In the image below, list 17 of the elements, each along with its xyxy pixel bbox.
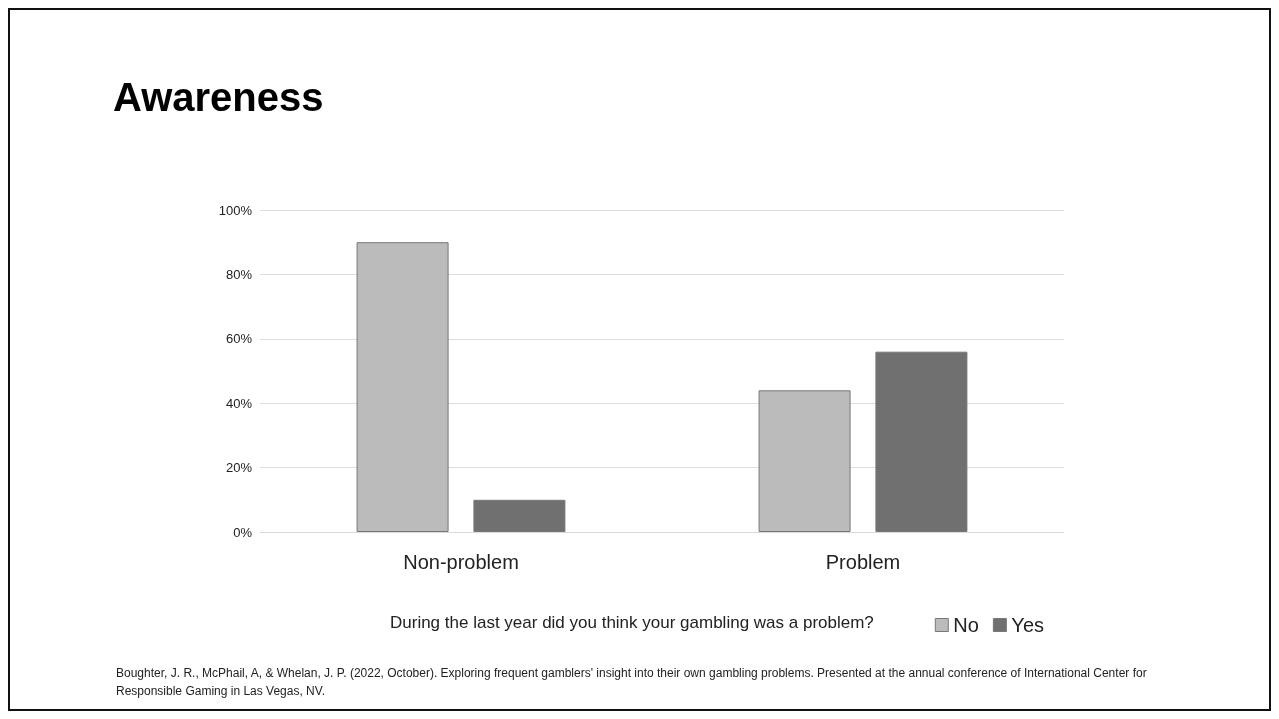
y-tick-label: 60% — [225, 331, 253, 347]
legend-label: Yes — [1011, 614, 1045, 636]
x-tick-label: Problem — [825, 551, 901, 573]
bar — [875, 351, 968, 532]
y-tick-label: 20% — [225, 460, 253, 476]
bar — [356, 242, 449, 532]
bar — [758, 390, 851, 532]
y-tick-label: 80% — [225, 266, 253, 282]
y-tick-label: 40% — [225, 395, 253, 411]
chart-title: Awareness — [113, 75, 324, 119]
x-axis-title: During the last year did you think your gambling was a problem? — [390, 613, 874, 632]
y-tick-label: 100% — [218, 202, 253, 218]
bar — [473, 499, 566, 532]
legend-label: No — [953, 614, 979, 636]
y-tick-label: 0% — [233, 524, 253, 540]
x-tick-label: Non-problem — [403, 551, 519, 573]
text: Boughter, J. R., McPhail, A, & Whelan, J. P. (2022, October). Exploring frequent gamblers' insight into their own gambling problems. Presented at the annual conference of International Center for Responsible Gaming in Las Vegas, NV. — [116, 666, 1150, 698]
